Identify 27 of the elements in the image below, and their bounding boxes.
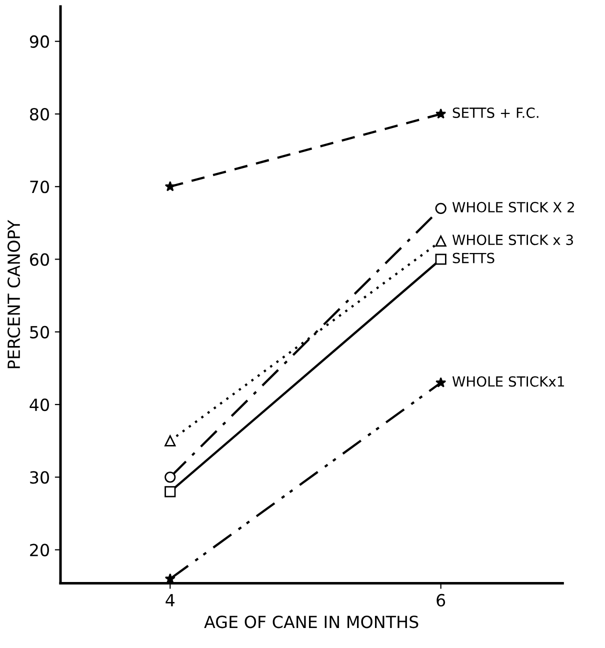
y-tick-label: 70: [30, 180, 49, 194]
point: [435, 202, 446, 214]
point: [436, 377, 446, 388]
point: [435, 236, 446, 247]
y-tick-label: 60: [30, 253, 49, 266]
series-label: WHOLE STICK X 2: [452, 202, 574, 212]
point: [164, 435, 176, 446]
point: [164, 181, 176, 192]
point: [164, 486, 176, 498]
series-label: SETTS: [452, 252, 494, 264]
y-tick-label: 40: [30, 398, 49, 412]
x-tick-label: 6: [436, 594, 446, 607]
series-label: WHOLE STICK x 3: [452, 234, 573, 246]
x-tick-label: 4: [166, 594, 174, 606]
y-tick-label: 50: [30, 326, 49, 338]
point: [435, 254, 446, 265]
series-label: WHOLE STICKx1: [452, 376, 564, 387]
point: [436, 108, 446, 119]
y-tick-label: 80: [30, 108, 49, 121]
y-tick-label: 20: [30, 544, 49, 556]
point: [164, 472, 176, 483]
y-tick-label: 90: [30, 35, 49, 48]
point: [164, 573, 176, 584]
x-axis-title: AGE OF CANE IN MONTHS: [204, 616, 418, 628]
y-axis-title: PERCENT CANOPY: [7, 220, 20, 368]
y-tick-label: 30: [30, 471, 49, 484]
series-label: SETTS + F.C.: [452, 108, 538, 118]
